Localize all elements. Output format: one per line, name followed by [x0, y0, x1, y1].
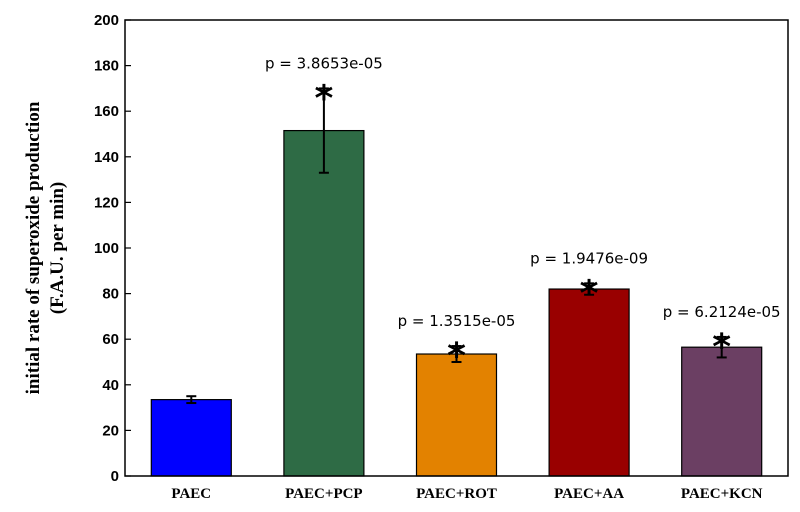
- bar-paec-aa: [548, 288, 630, 477]
- y-tick-label: 60: [102, 331, 119, 348]
- y-tick-label: 200: [94, 12, 119, 29]
- p-value-label: p = 1.3515e-05: [398, 312, 516, 330]
- y-axis-title-line2: (F.A.U. per min): [47, 182, 68, 314]
- y-tick-label: 140: [94, 149, 119, 166]
- bar-paec-kcn: [681, 346, 763, 477]
- significance-star: *: [580, 273, 599, 314]
- significance-star: *: [314, 78, 333, 119]
- significance-star: *: [447, 336, 466, 377]
- x-tick-label: PAEC+AA: [554, 486, 624, 502]
- bar-paec: [150, 399, 232, 477]
- bar-paec-rot: [415, 353, 498, 477]
- y-axis-title: initial rate of superoxide production (F…: [23, 101, 68, 394]
- x-tick-label: PAEC+ROT: [416, 486, 497, 502]
- y-tick-label: 0: [111, 468, 119, 485]
- y-tick-label: 40: [102, 377, 119, 394]
- x-tick-label: PAEC+PCP: [285, 486, 362, 502]
- y-tick-label: 120: [94, 194, 119, 211]
- x-tick-label: PAEC: [171, 486, 211, 502]
- plot-frame: [124, 19, 789, 477]
- y-tick-label: 100: [94, 240, 119, 257]
- p-value-label: p = 3.8653e-05: [265, 54, 383, 72]
- p-value-label: p = 1.9476e-09: [530, 249, 648, 267]
- y-tick-label: 160: [94, 103, 119, 120]
- y-tick-label: 80: [102, 286, 119, 303]
- y-axis-title-line1: initial rate of superoxide production: [23, 101, 44, 394]
- y-tick-label: 20: [102, 422, 119, 439]
- x-tick-label: PAEC+KCN: [681, 486, 763, 502]
- significance-star: *: [712, 327, 731, 368]
- bar-paec-pcp: [283, 129, 365, 477]
- y-tick-label: 180: [94, 58, 119, 75]
- p-value-label: p = 6.2124e-05: [663, 303, 781, 321]
